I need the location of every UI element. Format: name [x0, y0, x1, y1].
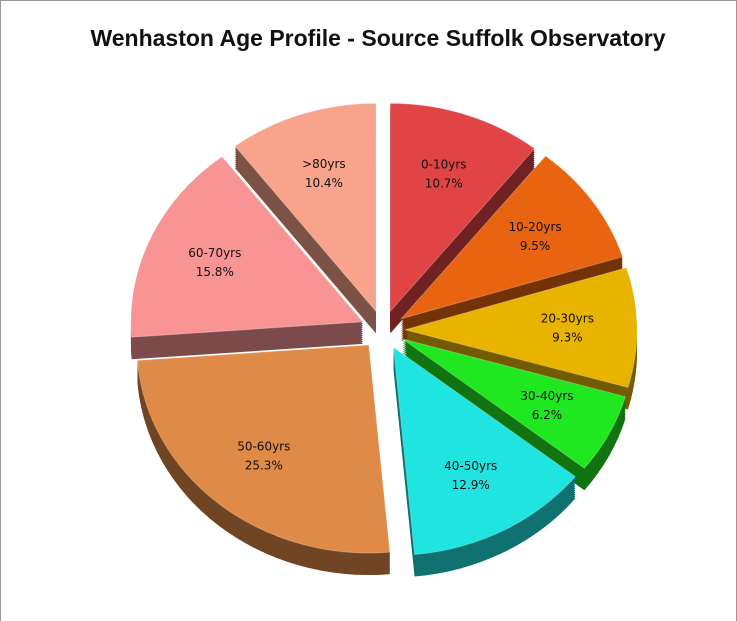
slice-value-label: 10.7% [425, 176, 463, 190]
slice-category-label: 50-60yrs [237, 440, 290, 454]
slice [399, 155, 624, 320]
slice [389, 102, 536, 313]
slice-value-label: 12.9% [452, 478, 490, 492]
slice-category-label: 0-10yrs [421, 157, 467, 171]
slice-category-label: >80yrs [302, 157, 346, 171]
slice-category-label: 60-70yrs [188, 246, 241, 260]
slice [136, 344, 391, 554]
slice-value-label: 10.4% [305, 176, 343, 190]
slice-value-label: 6.2% [532, 408, 563, 422]
slice-category-label: 30-40yrs [520, 389, 573, 403]
slice-category-label: 10-20yrs [509, 220, 562, 234]
slice-value-label: 25.3% [245, 459, 283, 473]
slice [402, 338, 627, 469]
slice-value-label: 9.3% [552, 331, 583, 345]
slice [403, 267, 638, 389]
slice-category-label: 20-30yrs [541, 312, 594, 326]
slice [234, 102, 377, 313]
slice-tops [130, 102, 638, 556]
slice [392, 346, 577, 556]
slice-value-label: 15.8% [196, 265, 234, 279]
slice-value-label: 9.5% [520, 239, 551, 253]
slice-category-label: 40-50yrs [444, 459, 497, 473]
slice [130, 156, 364, 338]
chart-title: Wenhaston Age Profile - Source Suffolk O… [90, 25, 665, 51]
